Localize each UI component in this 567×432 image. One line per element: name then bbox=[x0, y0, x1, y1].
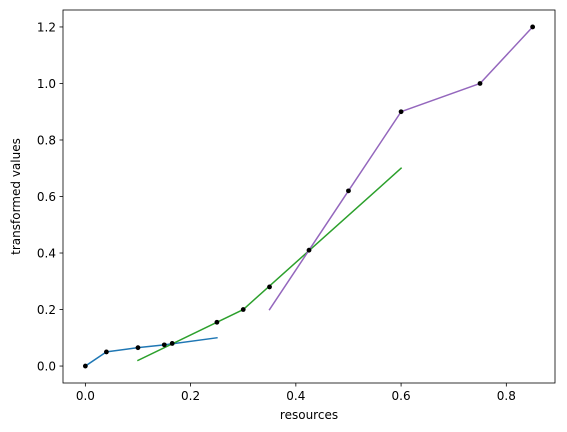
data-point bbox=[169, 341, 175, 346]
x-axis: 0.0 0.2 0.4 0.6 0.8 bbox=[76, 383, 516, 403]
data-point bbox=[306, 247, 312, 253]
y-axis-label: transformed values bbox=[9, 138, 23, 255]
data-point bbox=[161, 342, 167, 348]
data-point bbox=[477, 81, 483, 86]
data-point bbox=[104, 349, 109, 355]
data-point bbox=[267, 284, 272, 290]
x-tick-label: 0.4 bbox=[286, 389, 305, 403]
x-axis-label: resources bbox=[280, 408, 338, 422]
y-tick-label: 0.0 bbox=[37, 359, 56, 373]
data-point bbox=[214, 319, 220, 325]
y-tick-label: 0.6 bbox=[37, 190, 56, 204]
data-point bbox=[398, 109, 404, 115]
x-tick-label: 0.0 bbox=[76, 389, 95, 403]
y-axis: 0.0 0.2 0.4 0.6 0.8 1.0 1.2 bbox=[37, 20, 63, 373]
y-tick-label: 1.0 bbox=[37, 77, 56, 91]
x-tick-label: 0.2 bbox=[181, 389, 200, 403]
series-layer bbox=[84, 25, 534, 368]
data-point bbox=[135, 345, 141, 351]
x-tick-label: 0.6 bbox=[392, 389, 411, 403]
data-point bbox=[530, 24, 536, 30]
x-tick-label: 0.8 bbox=[497, 389, 516, 403]
points-layer bbox=[82, 24, 536, 369]
series-line-3 bbox=[268, 25, 534, 311]
data-point bbox=[240, 307, 246, 312]
y-tick-label: 0.2 bbox=[37, 303, 56, 317]
y-tick-label: 0.8 bbox=[37, 133, 56, 147]
y-tick-label: 1.2 bbox=[37, 20, 56, 34]
plot-frame bbox=[62, 9, 556, 384]
series-line-2 bbox=[136, 167, 403, 362]
y-tick-label: 0.4 bbox=[37, 246, 56, 260]
data-point bbox=[82, 363, 88, 369]
data-point bbox=[346, 188, 351, 194]
